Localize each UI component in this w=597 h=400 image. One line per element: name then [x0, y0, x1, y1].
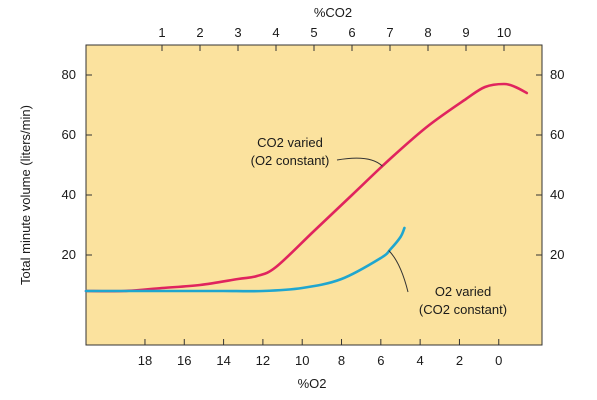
y-tick-label-right: 60: [550, 127, 564, 142]
series-layer: [84, 82, 529, 293]
bottom-x-tick-label: 18: [138, 353, 152, 368]
y-tick-label-left: 40: [62, 187, 76, 202]
co2-annotation-leader: [336, 157, 383, 167]
top-x-tick-label: 7: [386, 25, 393, 40]
co2-varied-line: [84, 82, 529, 293]
o2-annotation-leader: [388, 250, 409, 293]
bottom-axis-label: %O2: [298, 376, 327, 391]
top-x-tick-label: 10: [497, 25, 511, 40]
top-x-tick-label: 4: [272, 25, 279, 40]
y-axis-label: Total minute volume (liters/min): [18, 105, 33, 285]
top-x-tick-label: 8: [424, 25, 431, 40]
bottom-x-tick-label: 14: [216, 353, 230, 368]
bottom-x-tick-label: 12: [256, 353, 270, 368]
co2-annotation-line1: CO2 varied: [257, 135, 323, 150]
bottom-x-tick-label: 6: [377, 353, 384, 368]
top-x-tick-label: 2: [196, 25, 203, 40]
y-tick-label-left: 20: [62, 247, 76, 262]
o2-annotation-line2: (CO2 constant): [419, 302, 507, 317]
co2-annotation-line2: (O2 constant): [251, 153, 330, 168]
top-x-tick-label: 1: [158, 25, 165, 40]
top-x-tick-label: 3: [234, 25, 241, 40]
y-tick-label-right: 20: [550, 247, 564, 262]
y-tick-label-right: 80: [550, 67, 564, 82]
bottom-x-tick-label: 0: [495, 353, 502, 368]
top-axis-label: %CO2: [314, 5, 352, 20]
bottom-x-tick-label: 2: [456, 353, 463, 368]
plot-area: [85, 44, 543, 346]
bottom-x-tick-label: 4: [417, 353, 424, 368]
y-tick-label-right: 40: [550, 187, 564, 202]
bottom-x-tick-label: 16: [177, 353, 191, 368]
top-x-tick-label: 9: [462, 25, 469, 40]
y-tick-label-left: 60: [62, 127, 76, 142]
o2-annotation-line1: O2 varied: [435, 284, 491, 299]
y-tick-label-left: 80: [62, 67, 76, 82]
top-x-tick-label: 5: [310, 25, 317, 40]
bottom-x-tick-label: 10: [295, 353, 309, 368]
o2-varied-line: [84, 226, 406, 293]
bottom-x-tick-label: 8: [338, 353, 345, 368]
top-x-tick-label: 6: [348, 25, 355, 40]
